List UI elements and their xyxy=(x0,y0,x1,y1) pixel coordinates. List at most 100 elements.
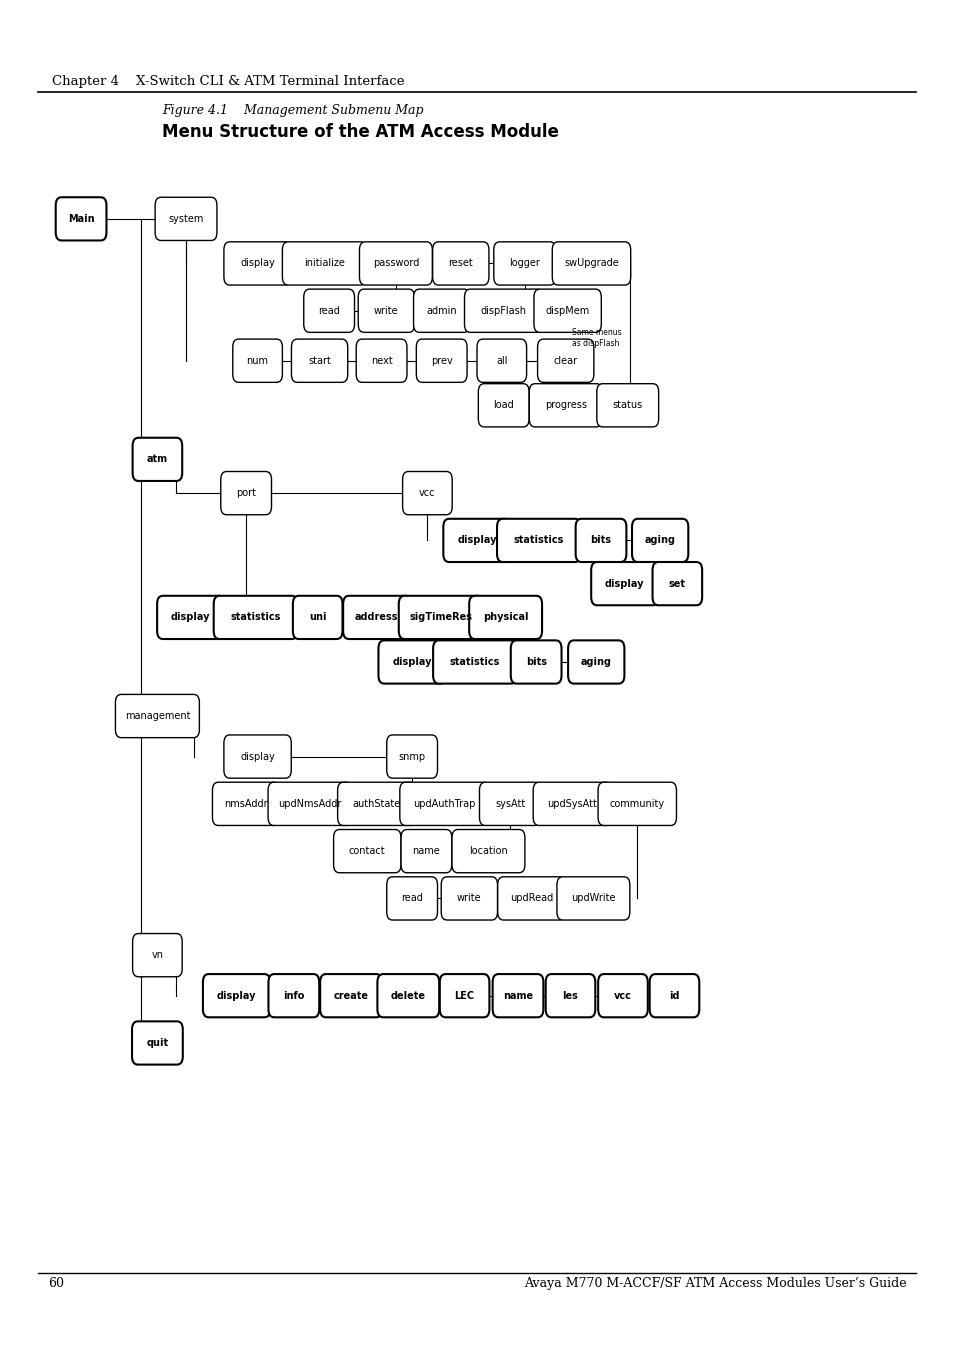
FancyBboxPatch shape xyxy=(303,289,355,332)
Text: bits: bits xyxy=(525,657,546,667)
FancyBboxPatch shape xyxy=(155,197,216,240)
Text: display: display xyxy=(240,751,274,762)
Text: contact: contact xyxy=(349,846,385,857)
Text: name: name xyxy=(412,846,440,857)
FancyBboxPatch shape xyxy=(399,782,489,825)
FancyBboxPatch shape xyxy=(233,339,282,382)
FancyBboxPatch shape xyxy=(529,384,601,427)
Text: bits: bits xyxy=(590,535,611,546)
Text: admin: admin xyxy=(426,305,456,316)
Text: info: info xyxy=(283,990,304,1001)
Text: updAuthTrap: updAuthTrap xyxy=(413,798,476,809)
FancyBboxPatch shape xyxy=(213,596,297,639)
Text: quit: quit xyxy=(146,1038,169,1048)
FancyBboxPatch shape xyxy=(469,596,541,639)
Text: swUpgrade: swUpgrade xyxy=(563,258,618,269)
FancyBboxPatch shape xyxy=(55,197,107,240)
FancyBboxPatch shape xyxy=(492,974,543,1017)
FancyBboxPatch shape xyxy=(497,519,580,562)
FancyBboxPatch shape xyxy=(652,562,701,605)
Text: updRead: updRead xyxy=(509,893,553,904)
Text: management: management xyxy=(125,711,190,721)
Text: display: display xyxy=(392,657,432,667)
FancyBboxPatch shape xyxy=(545,974,595,1017)
Text: dispMem: dispMem xyxy=(545,305,589,316)
Text: atm: atm xyxy=(147,454,168,465)
Text: updNmsAddr: updNmsAddr xyxy=(278,798,341,809)
Text: Figure 4.1    Management Submenu Map: Figure 4.1 Management Submenu Map xyxy=(162,104,423,118)
FancyBboxPatch shape xyxy=(432,242,488,285)
FancyBboxPatch shape xyxy=(452,830,524,873)
FancyBboxPatch shape xyxy=(358,289,414,332)
Text: port: port xyxy=(236,488,255,499)
FancyBboxPatch shape xyxy=(203,974,270,1017)
FancyBboxPatch shape xyxy=(268,782,352,825)
FancyBboxPatch shape xyxy=(598,782,676,825)
FancyBboxPatch shape xyxy=(494,242,555,285)
FancyBboxPatch shape xyxy=(591,562,658,605)
Text: location: location xyxy=(469,846,507,857)
Text: display: display xyxy=(604,578,644,589)
Text: delete: delete xyxy=(391,990,425,1001)
Text: status: status xyxy=(612,400,642,411)
FancyBboxPatch shape xyxy=(378,640,445,684)
Text: authState: authState xyxy=(353,798,400,809)
Text: load: load xyxy=(493,400,514,411)
FancyBboxPatch shape xyxy=(377,974,438,1017)
FancyBboxPatch shape xyxy=(343,596,410,639)
Text: nmsAddr: nmsAddr xyxy=(224,798,268,809)
Text: system: system xyxy=(168,213,204,224)
FancyBboxPatch shape xyxy=(598,974,647,1017)
Text: display: display xyxy=(456,535,497,546)
FancyBboxPatch shape xyxy=(224,735,291,778)
Text: create: create xyxy=(334,990,368,1001)
FancyBboxPatch shape xyxy=(533,782,611,825)
FancyBboxPatch shape xyxy=(476,339,526,382)
FancyBboxPatch shape xyxy=(398,596,482,639)
FancyBboxPatch shape xyxy=(649,974,699,1017)
Text: prev: prev xyxy=(431,355,452,366)
FancyBboxPatch shape xyxy=(132,934,182,977)
FancyBboxPatch shape xyxy=(510,640,561,684)
FancyBboxPatch shape xyxy=(291,339,347,382)
FancyBboxPatch shape xyxy=(537,339,593,382)
FancyBboxPatch shape xyxy=(386,877,437,920)
Text: vcc: vcc xyxy=(614,990,631,1001)
Text: aging: aging xyxy=(580,657,611,667)
FancyBboxPatch shape xyxy=(293,596,342,639)
Text: updSysAtt: updSysAtt xyxy=(547,798,597,809)
Text: address: address xyxy=(355,612,398,623)
Text: initialize: initialize xyxy=(304,258,344,269)
Text: display: display xyxy=(216,990,256,1001)
FancyBboxPatch shape xyxy=(268,974,319,1017)
Text: num: num xyxy=(246,355,269,366)
FancyBboxPatch shape xyxy=(568,640,624,684)
FancyBboxPatch shape xyxy=(337,782,416,825)
FancyBboxPatch shape xyxy=(213,782,279,825)
FancyBboxPatch shape xyxy=(359,242,432,285)
Text: statistics: statistics xyxy=(231,612,280,623)
Text: logger: logger xyxy=(509,258,539,269)
Text: set: set xyxy=(668,578,685,589)
Text: read: read xyxy=(401,893,422,904)
FancyBboxPatch shape xyxy=(479,782,540,825)
FancyBboxPatch shape xyxy=(557,877,629,920)
FancyBboxPatch shape xyxy=(157,596,224,639)
FancyBboxPatch shape xyxy=(497,877,564,920)
FancyBboxPatch shape xyxy=(552,242,630,285)
Text: reset: reset xyxy=(448,258,473,269)
FancyBboxPatch shape xyxy=(597,384,658,427)
Text: Same menus
as dispFlash: Same menus as dispFlash xyxy=(572,328,621,347)
FancyBboxPatch shape xyxy=(439,974,489,1017)
FancyBboxPatch shape xyxy=(631,519,687,562)
Text: 60: 60 xyxy=(48,1277,64,1290)
Text: Chapter 4    X-Switch CLI & ATM Terminal Interface: Chapter 4 X-Switch CLI & ATM Terminal In… xyxy=(52,74,404,88)
FancyBboxPatch shape xyxy=(115,694,199,738)
Text: statistics: statistics xyxy=(450,657,499,667)
Text: LEC: LEC xyxy=(454,990,475,1001)
Text: password: password xyxy=(373,258,418,269)
Text: community: community xyxy=(609,798,664,809)
FancyBboxPatch shape xyxy=(440,877,497,920)
FancyBboxPatch shape xyxy=(132,438,182,481)
Text: Menu Structure of the ATM Access Module: Menu Structure of the ATM Access Module xyxy=(162,123,558,142)
